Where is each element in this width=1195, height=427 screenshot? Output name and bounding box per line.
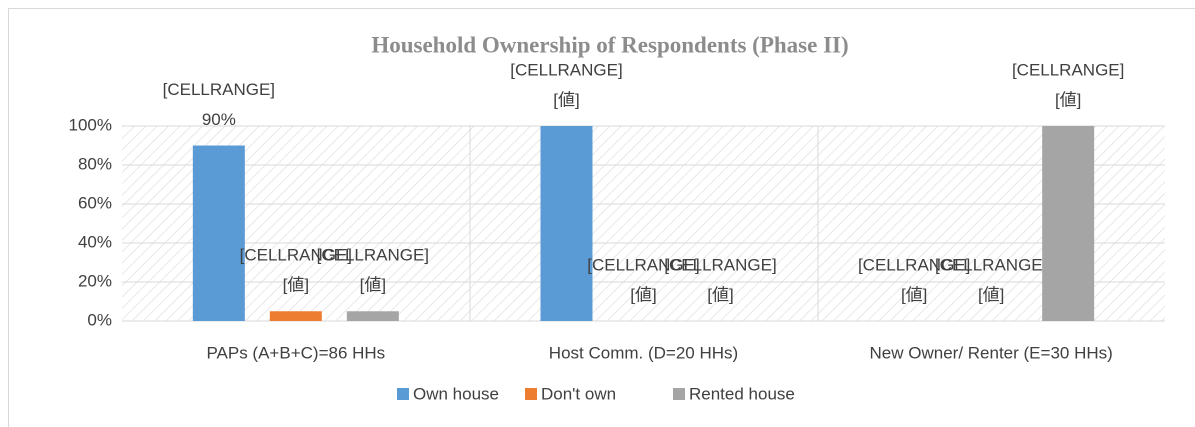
data-label: [値]: [901, 285, 927, 304]
x-tick-label: Host Comm. (D=20 HHs): [549, 343, 738, 362]
legend-label: Don't own: [541, 384, 616, 403]
data-label: [CELLRANGE]: [510, 60, 622, 79]
data-label: [値]: [553, 90, 579, 109]
y-tick-label: 80%: [78, 154, 112, 173]
data-label: [CELLRANGE]: [317, 246, 429, 265]
legend-label: Own house: [413, 384, 499, 403]
data-label: [CELLRANGE]: [935, 255, 1047, 274]
bar: [192, 145, 245, 321]
legend-swatch: [525, 388, 537, 400]
legend-swatch: [673, 388, 685, 400]
data-label: [CELLRANGE]: [1012, 60, 1124, 79]
data-label: [値]: [707, 285, 733, 304]
plot-area: [122, 126, 1165, 321]
data-label: [CELLRANGE]: [240, 246, 352, 265]
bar: [540, 126, 593, 321]
legend-swatch: [397, 388, 409, 400]
data-label: [値]: [360, 276, 386, 295]
bar: [269, 311, 322, 321]
y-tick-label: 0%: [87, 310, 112, 329]
y-tick-label: 20%: [78, 271, 112, 290]
data-label: [値]: [978, 285, 1004, 304]
chart-border: [8, 8, 1195, 427]
y-tick-label: 60%: [78, 193, 112, 212]
data-label: [CELLRANGE]: [858, 255, 970, 274]
data-label: [値]: [630, 285, 656, 304]
data-label: 90%: [202, 110, 236, 129]
x-tick-label: PAPs (A+B+C)=86 HHs: [206, 343, 385, 362]
bar: [1042, 126, 1095, 321]
chart-title: Household Ownership of Respondents (Phas…: [371, 32, 848, 57]
data-label: [CELLRANGE]: [664, 255, 776, 274]
data-label: [CELLRANGE]: [587, 255, 699, 274]
bar: [346, 311, 399, 321]
data-label: [値]: [1055, 90, 1081, 109]
x-tick-label: New Owner/ Renter (E=30 HHs): [870, 343, 1113, 362]
y-tick-label: 40%: [78, 232, 112, 251]
legend-label: Rented house: [689, 384, 795, 403]
data-label: [CELLRANGE]: [163, 80, 275, 99]
y-tick-label: 100%: [69, 115, 112, 134]
data-label: [値]: [283, 276, 309, 295]
